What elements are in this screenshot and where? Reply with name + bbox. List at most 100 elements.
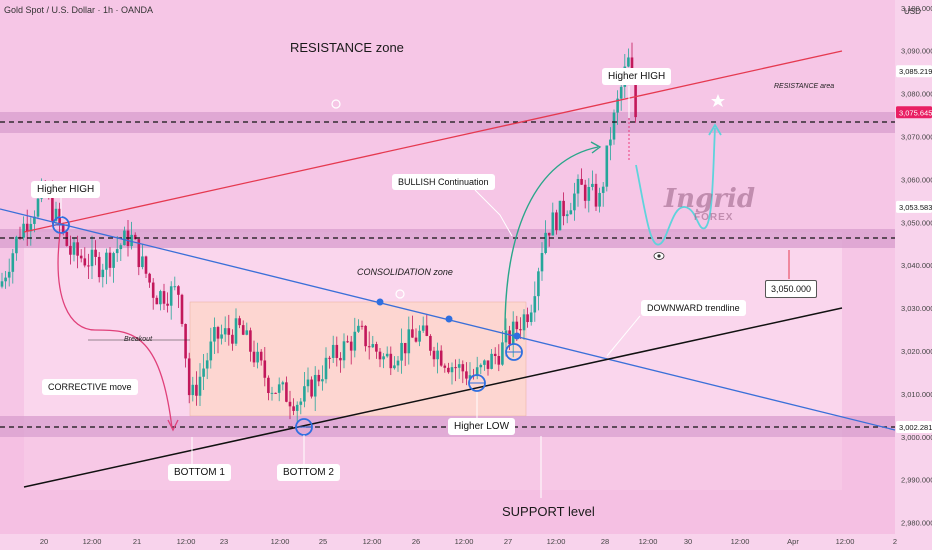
candle-body (367, 346, 371, 348)
bottom2-label: BOTTOM 2 (277, 464, 340, 481)
candle (213, 317, 216, 354)
candle-body (331, 344, 335, 358)
candle-body (583, 184, 587, 201)
candle (364, 325, 367, 352)
candle-body (141, 256, 144, 268)
candle-body (123, 230, 126, 246)
candle-body (36, 198, 40, 217)
candle-body (292, 406, 295, 411)
price-tick-label: 3,010.000 (901, 390, 932, 399)
candle-body (72, 242, 76, 255)
candle-body (306, 379, 310, 387)
candle (22, 216, 25, 241)
candle-body (349, 341, 353, 351)
candle-body (591, 183, 594, 187)
candle-body (407, 329, 411, 354)
candle-body (483, 360, 486, 365)
pivot-dot-2 (445, 315, 453, 323)
higher-high-left-label: Higher HIGH (31, 181, 101, 198)
candle (177, 285, 180, 309)
candle-body (213, 327, 216, 342)
candle (79, 249, 83, 263)
candle-body (634, 81, 637, 118)
candle (277, 377, 281, 402)
candle-body (234, 318, 238, 344)
price-tick-label: 3,080.000 (901, 90, 932, 99)
candle (270, 386, 274, 401)
bottom1-label: BOTTOM 1 (168, 464, 231, 481)
candle (486, 360, 490, 376)
candle-body (598, 192, 601, 207)
candle-body (450, 367, 454, 373)
candle (198, 363, 202, 406)
candle-body (108, 252, 112, 268)
candle (90, 235, 94, 280)
candle-body (544, 232, 547, 254)
candle (609, 127, 612, 161)
candle (112, 251, 115, 283)
candle (256, 342, 259, 369)
candle-body (238, 318, 241, 326)
candle (544, 220, 547, 255)
candle-body (87, 265, 90, 267)
candle (252, 340, 256, 368)
candle (321, 365, 324, 391)
candle-body (148, 273, 151, 283)
corrective-move-curve (57, 232, 173, 429)
candle-body (209, 341, 213, 361)
candle-body (411, 329, 414, 338)
candle-body (493, 353, 497, 357)
candle-body (101, 269, 105, 278)
price-tag-text: 3,075.645 (899, 108, 932, 117)
candle-body (162, 291, 166, 304)
downward-trendline-pointer (606, 315, 641, 357)
candle-body (486, 360, 490, 369)
candle-body (180, 294, 184, 324)
candle (612, 109, 616, 145)
candle (137, 238, 141, 276)
candle (598, 187, 601, 213)
candle-body (529, 312, 533, 323)
price-tick-label: 2,980.000 (901, 519, 932, 528)
candle-body (61, 224, 65, 233)
price-tick-label: 2,990.000 (901, 476, 932, 485)
candle (69, 235, 72, 265)
candle (180, 293, 184, 327)
candle-body (216, 327, 220, 339)
time-tick-label: 12:00 (271, 537, 290, 546)
candle (4, 270, 7, 289)
candle-body (151, 282, 155, 298)
candle (537, 267, 540, 311)
small-star-icon (395, 289, 405, 299)
candle-body (396, 360, 400, 366)
candle (547, 232, 551, 247)
candle-body (4, 277, 7, 282)
candle-body (436, 350, 439, 360)
time-tick-label: 25 (319, 537, 327, 546)
candle-body (447, 367, 450, 373)
time-tick-label: 12:00 (547, 537, 566, 546)
candle (382, 353, 385, 369)
candle (335, 336, 339, 367)
candle (317, 369, 321, 387)
candle (576, 174, 580, 207)
watermark-sub: FOREX (694, 212, 734, 223)
candle (353, 317, 357, 358)
candle-body (526, 314, 529, 323)
price-tick-label: 3,000.000 (901, 433, 932, 442)
candle-body (479, 364, 483, 368)
candle-body (339, 357, 342, 361)
candle-body (187, 358, 191, 396)
candle-body (540, 253, 544, 272)
candle-body (378, 351, 382, 360)
candle-body (295, 404, 299, 411)
candle-body (137, 239, 141, 268)
candle (601, 182, 605, 207)
candle (105, 248, 108, 285)
candle-body (241, 325, 245, 335)
candle (414, 328, 418, 343)
candle-body (33, 216, 36, 224)
candle (7, 258, 11, 287)
candle-body (25, 223, 29, 232)
